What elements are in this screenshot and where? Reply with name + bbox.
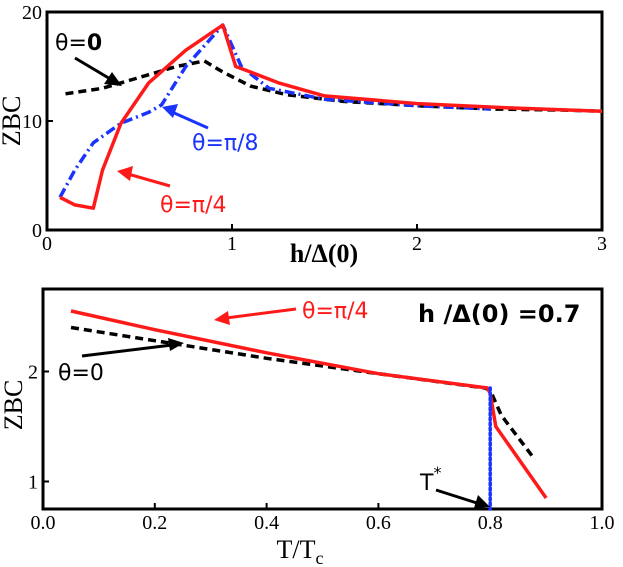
top-series--4-line [59, 23, 603, 210]
top-y-tick-label: 20 [22, 2, 42, 24]
top-y-tick-label: 10 [22, 111, 42, 133]
bottom-arrow-theta-0 [81, 338, 184, 358]
bottom-x-tick-label: 0.0 [31, 512, 56, 534]
bottom-annotation-t-star-sup: * [433, 463, 441, 482]
bottom-x-axis-label: T/Tc [277, 535, 324, 567]
bottom-x-tick-label: 0.4 [254, 512, 279, 534]
top-y-tick-label: 0 [32, 220, 42, 242]
top-x-tick-label: 2 [412, 233, 422, 255]
bottom-x-axis-label-sub: c [316, 548, 324, 567]
bottom-series--4-line [70, 309, 548, 500]
top-series--0-line [65, 59, 603, 113]
bottom-annotation-t-star: T* [419, 463, 441, 496]
bottom-annotation-theta-pi-4: θ=π/4 [302, 299, 369, 324]
bottom-arrow-t-star [435, 488, 490, 508]
bottom-plot-frame [41, 287, 604, 511]
bottom-y-tick-label: 1 [28, 472, 38, 494]
bottom-x-tick-label: 0.2 [142, 512, 167, 534]
top-y-axis-label: ZBC [0, 96, 26, 147]
bottom-annotation-h-delta: h /Δ(0) =0.7 [418, 300, 580, 328]
bottom-series--0-line [70, 325, 537, 461]
top-arrow-theta-pi-4 [117, 166, 171, 188]
bottom-annotation-theta-0: θ=0 [58, 361, 104, 386]
top-x-tick-label: 3 [597, 233, 607, 255]
top-arrow-theta-0 [74, 56, 122, 86]
bottom-y-axis-label: ZBC [0, 380, 28, 431]
bottom-x-tick-label: 1.0 [590, 512, 615, 534]
top-annotation-theta-pi-4: θ=π/4 [160, 193, 227, 218]
bottom-chart: 0.0 0.2 0.4 0.6 0.8 1.012 ZBC T/Tc θ=π/4 θ=0 … [0, 287, 615, 567]
top-annotation-theta-0-text: θ= [55, 31, 87, 56]
bottom-x-tick-label: 0.8 [478, 512, 503, 534]
bottom-annotation-t-star-text: T [419, 471, 434, 496]
top-annotation-theta-0-bold: 0 [87, 31, 102, 56]
top-x-tick-label: 0 [42, 233, 52, 255]
bottom-arrow-theta-pi-4 [214, 307, 297, 325]
top-annotation-theta-0: θ=0 [55, 31, 102, 56]
bottom-x-axis-label-main: T/T [277, 535, 316, 564]
top-arrow-theta-pi-8 [162, 104, 209, 130]
bottom-y-tick-label: 2 [28, 362, 38, 384]
top-series--8-line [58, 23, 492, 199]
bottom-x-tick-label: 0.6 [366, 512, 391, 534]
top-x-axis-label: h/Δ(0) [290, 239, 358, 268]
top-annotation-theta-pi-8: θ=π/8 [192, 131, 259, 156]
top-x-tick-label: 1 [227, 233, 237, 255]
